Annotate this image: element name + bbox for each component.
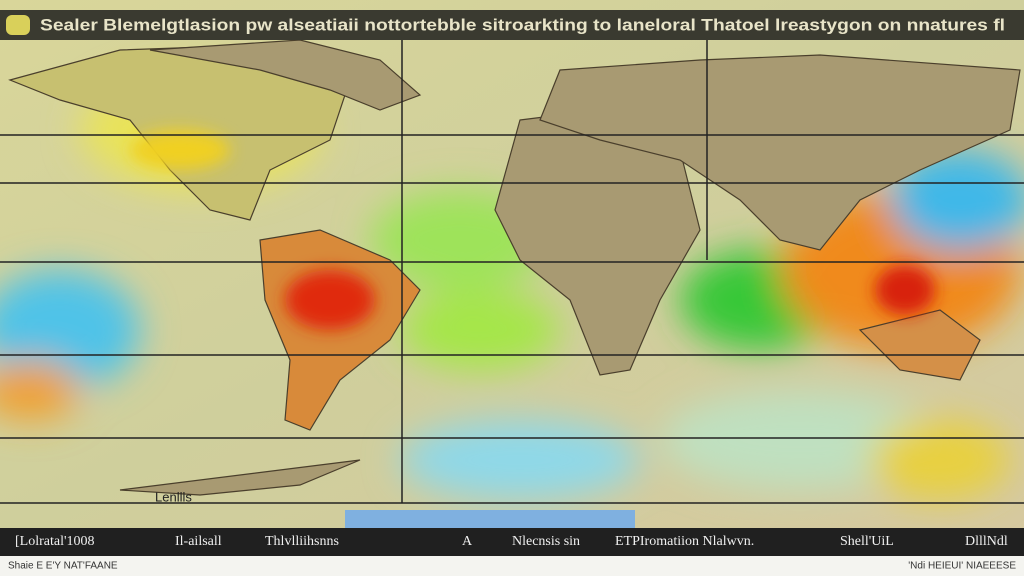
footer-item: DlllNdl [965, 534, 1008, 549]
scale-bar [345, 510, 635, 528]
footer-note: 'Ndi HEIEUI' NIAEEESE [908, 561, 1016, 572]
footer-item: Nlecnsis sin [512, 534, 580, 549]
footer-items: [Lolratal'1008 Il-ailsall Thlvlliihsnns A Nl… [15, 534, 1008, 549]
footer-item: Shell'UiL [840, 534, 894, 549]
hotspots [130, 130, 935, 330]
footer-item: ETPIromatiion Nlalwvn. [615, 534, 754, 549]
title: Sealer Blemelgtlasion pw alseatiaii nott… [40, 15, 1005, 34]
title-bar [0, 10, 1024, 40]
map-label: Lenllls [155, 489, 192, 504]
footer-bar [0, 528, 1024, 556]
graticule [0, 40, 1024, 504]
footer-note: Shaie E E'Y NAT'FAANE [8, 561, 118, 572]
footer-item: A [462, 534, 473, 549]
footer-item: Thlvlliihsnns [265, 534, 339, 549]
logo [6, 15, 30, 35]
footer-item: [Lolratal'1008 [15, 534, 95, 549]
heat-layer [0, 70, 1024, 500]
footer-item: Il-ailsall [175, 534, 222, 549]
